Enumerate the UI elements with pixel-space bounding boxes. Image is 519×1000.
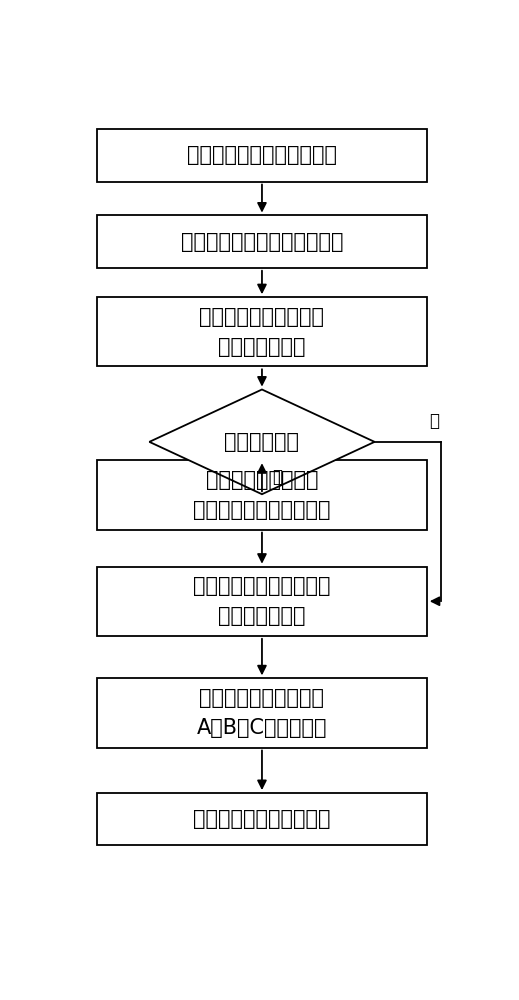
Text: 对去除背景的高、低
阶通道回波信号进行修正: 对去除背景的高、低 阶通道回波信号进行修正 (193, 470, 331, 520)
Bar (97, 678, 427, 748)
Text: 光子数饱和？: 光子数饱和？ (224, 432, 299, 452)
Bar (97, 460, 427, 530)
Text: 滤波得到去噪后的高、低
阶通道回波信号: 滤波得到去噪后的高、低 阶通道回波信号 (193, 576, 331, 626)
Text: 进行温度廓线的反演计算: 进行温度廓线的反演计算 (193, 809, 331, 829)
Text: 得到去除背景的高、低
阶通道回波信号: 得到去除背景的高、低 阶通道回波信号 (199, 307, 324, 357)
Bar (97, 567, 427, 636)
Text: 是: 是 (272, 468, 282, 486)
Bar (97, 793, 427, 845)
Bar (97, 129, 427, 182)
Text: 获取原始高、低阶回波信号: 获取原始高、低阶回波信号 (187, 145, 337, 165)
Polygon shape (149, 390, 375, 494)
Text: 得到高、低阶通道的背景噪声: 得到高、低阶通道的背景噪声 (181, 232, 343, 252)
Text: 通过二次项式拟合得到
A、B、C定标系数值: 通过二次项式拟合得到 A、B、C定标系数值 (197, 688, 327, 738)
Text: 否: 否 (429, 412, 439, 430)
Bar (97, 215, 427, 268)
Bar (97, 297, 427, 366)
